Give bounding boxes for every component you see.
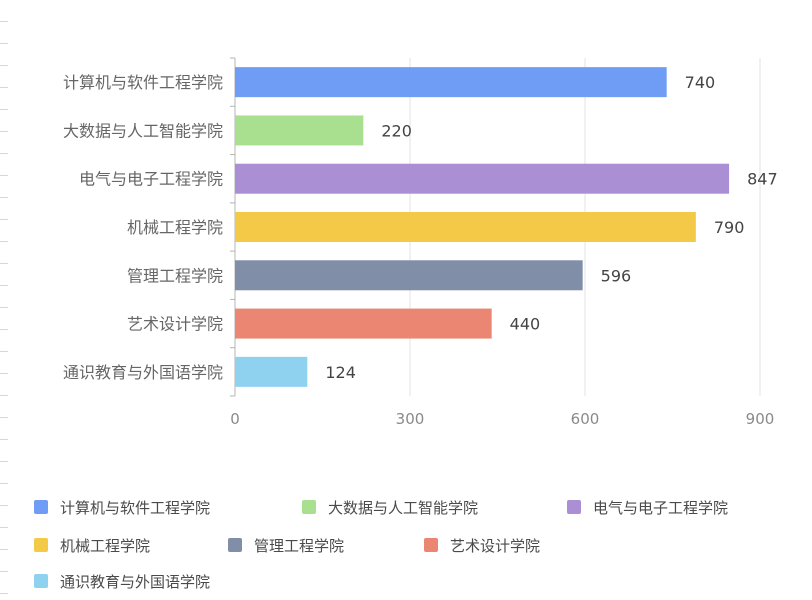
- bar-value-label: 124: [325, 363, 356, 382]
- legend-item[interactable]: 通识教育与外国语学院: [34, 570, 210, 592]
- category-label: 计算机与软件工程学院: [63, 73, 223, 92]
- legend-label: 机械工程学院: [60, 536, 151, 555]
- category-label: 大数据与人工智能学院: [63, 121, 223, 140]
- bar: [235, 67, 667, 98]
- bar-value-label: 596: [601, 266, 632, 285]
- category-label: 通识教育与外国语学院: [63, 363, 223, 382]
- legend-label: 大数据与人工智能学院: [328, 498, 479, 517]
- category-label: 艺术设计学院: [127, 315, 223, 334]
- bar: [235, 356, 308, 387]
- legend-swatch: [34, 538, 48, 552]
- category-label: 管理工程学院: [127, 266, 223, 285]
- legend-swatch: [424, 538, 438, 552]
- legend-item[interactable]: 机械工程学院: [34, 534, 150, 556]
- legend-label: 通识教育与外国语学院: [60, 572, 211, 591]
- bar-chart-plot: 0 300 600 900 计算机与软件工程学院 740 大数据与人工智能学院 220 电气与电…: [63, 57, 778, 428]
- bar: [235, 163, 730, 194]
- legend-item[interactable]: 艺术设计学院: [424, 534, 540, 556]
- bar-value-label: 740: [685, 73, 716, 92]
- legend-swatch: [228, 538, 242, 552]
- legend-label: 艺术设计学院: [450, 536, 541, 555]
- legend-item[interactable]: 管理工程学院: [228, 534, 344, 556]
- left-edge-ruler: [0, 0, 8, 600]
- category-label: 电气与电子工程学院: [79, 170, 223, 189]
- x-tick-label: 0: [230, 410, 240, 428]
- x-tick-label: 600: [571, 410, 600, 428]
- bar-value-label: 220: [381, 121, 412, 140]
- bar: [235, 212, 696, 242]
- legend-swatch: [302, 500, 316, 514]
- bar: [235, 115, 364, 146]
- legend-item[interactable]: 计算机与软件工程学院: [34, 496, 210, 518]
- legend-item[interactable]: 电气与电子工程学院: [567, 496, 728, 518]
- x-tick-label: 900: [746, 410, 775, 428]
- bar-value-label: 440: [510, 315, 541, 334]
- x-tick-label: 300: [396, 410, 425, 428]
- legend-swatch: [34, 500, 48, 514]
- legend-item[interactable]: 大数据与人工智能学院: [302, 496, 478, 518]
- legend-label: 管理工程学院: [254, 536, 345, 555]
- bar: [235, 260, 583, 291]
- legend-label: 电气与电子工程学院: [593, 498, 729, 517]
- legend-swatch: [34, 574, 48, 588]
- bar: [235, 308, 492, 339]
- bar-value-label: 790: [714, 218, 745, 237]
- category-label: 机械工程学院: [127, 218, 223, 237]
- legend-swatch: [567, 500, 581, 514]
- bar-value-label: 847: [747, 170, 778, 189]
- legend-label: 计算机与软件工程学院: [60, 498, 211, 517]
